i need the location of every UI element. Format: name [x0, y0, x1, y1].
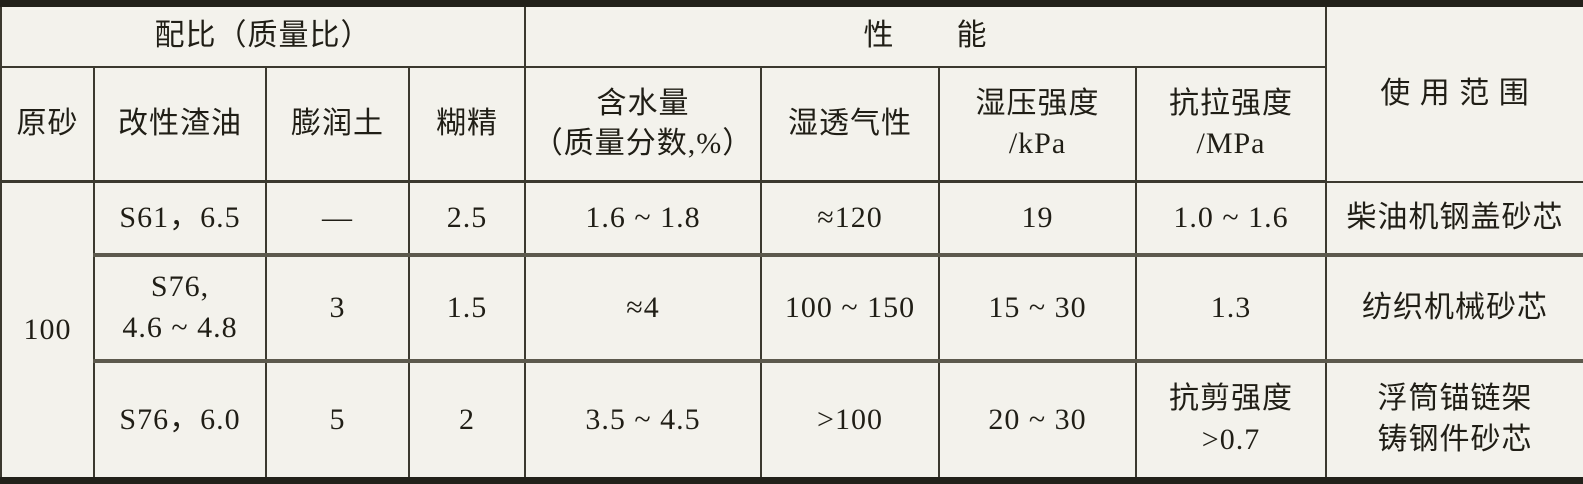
header-performance: 性 能	[524, 2, 1327, 68]
cell-water: 3.5 ~ 4.5	[524, 359, 762, 482]
table-row: S76，6.0 5 2 3.5 ~ 4.5 >100 20 ~ 30 抗剪强度 …	[1, 359, 1583, 482]
cell-oil-line1: S76,	[150, 270, 210, 304]
cell-tensile: 1.3	[1135, 254, 1327, 363]
col-header-bentonite: 膨润土	[265, 65, 410, 184]
cell-tensile: 抗剪强度 >0.7	[1135, 359, 1327, 482]
header-mix-ratio: 配比（质量比）	[0, 2, 526, 68]
col-header-tensile-strength: 抗拉强度 /MPa	[1135, 65, 1327, 184]
green-compression-unit: /kPa	[1008, 127, 1067, 161]
col-header-wet-permeability: 湿透气性	[760, 65, 940, 184]
col-header-dextrin: 糊精	[408, 65, 526, 184]
cell-raw-sand: 100	[0, 180, 95, 483]
table-row: 100 S61，6.5 — 2.5 1.6 ~ 1.8 ≈120 19 1.0 …	[0, 180, 1583, 483]
cell-tensile-line2: >0.7	[1201, 422, 1261, 456]
cell-bentonite: —	[265, 180, 410, 258]
cell-oil: S61，6.5	[93, 180, 267, 258]
cell-oil: S76，6.0	[93, 359, 267, 482]
cell-oil-line2: 4.6 ~ 4.8	[122, 310, 238, 344]
cell-bentonite: 3	[265, 254, 410, 363]
cell-usage: 纺织机械砂芯	[1325, 254, 1583, 363]
col-header-green-compression-strength: 湿压强度 /kPa	[938, 65, 1137, 184]
col-header-raw-sand: 原砂	[0, 65, 95, 184]
cell-compression: 15 ~ 30	[938, 254, 1137, 363]
cell-tensile-line1: 抗剪强度	[1169, 382, 1293, 416]
cell-water: 1.6 ~ 1.8	[524, 180, 762, 258]
header-usage-range: 使 用 范 围	[1325, 2, 1583, 183]
cell-usage-line2: 铸钢件砂芯	[1377, 422, 1533, 456]
cell-permeability: >100	[760, 359, 940, 482]
water-content-unit: （质量分数,%）	[532, 127, 754, 161]
cell-compression: 19	[938, 180, 1137, 258]
header-group-row: 配比（质量比） 性 能 使 用 范 围	[0, 2, 1583, 183]
cell-compression: 20 ~ 30	[938, 359, 1137, 482]
cell-permeability: 100 ~ 150	[760, 254, 940, 363]
cell-oil: S76, 4.6 ~ 4.8	[93, 254, 267, 363]
water-content-title: 含水量	[596, 86, 690, 120]
green-compression-title: 湿压强度	[975, 86, 1100, 120]
cell-tensile: 1.0 ~ 1.6	[1135, 180, 1327, 258]
cell-dextrin: 2.5	[408, 180, 526, 258]
table-row: S76, 4.6 ~ 4.8 3 1.5 ≈4 100 ~ 150 15 ~ 3…	[1, 254, 1583, 363]
tensile-title: 抗拉强度	[1169, 86, 1293, 120]
cell-water: ≈4	[524, 254, 762, 363]
cell-permeability: ≈120	[760, 180, 940, 258]
tensile-unit: /MPa	[1196, 127, 1266, 161]
cell-usage-line1: 浮筒锚链架	[1377, 382, 1533, 416]
col-header-water-content: 含水量 （质量分数,%）	[524, 65, 762, 184]
cell-dextrin: 2	[408, 359, 526, 482]
cell-bentonite: 5	[265, 359, 410, 482]
header-column-row: 原砂 改性渣油 膨润土 糊精 含水量 （质量分数,%） 湿透气性 湿压强度 /k…	[0, 65, 1583, 184]
cell-usage: 浮筒锚链架 铸钢件砂芯	[1325, 359, 1583, 482]
col-header-modified-residual-oil: 改性渣油	[93, 65, 267, 184]
cell-dextrin: 1.5	[408, 254, 526, 363]
cell-usage: 柴油机钢盖砂芯	[1325, 180, 1583, 258]
